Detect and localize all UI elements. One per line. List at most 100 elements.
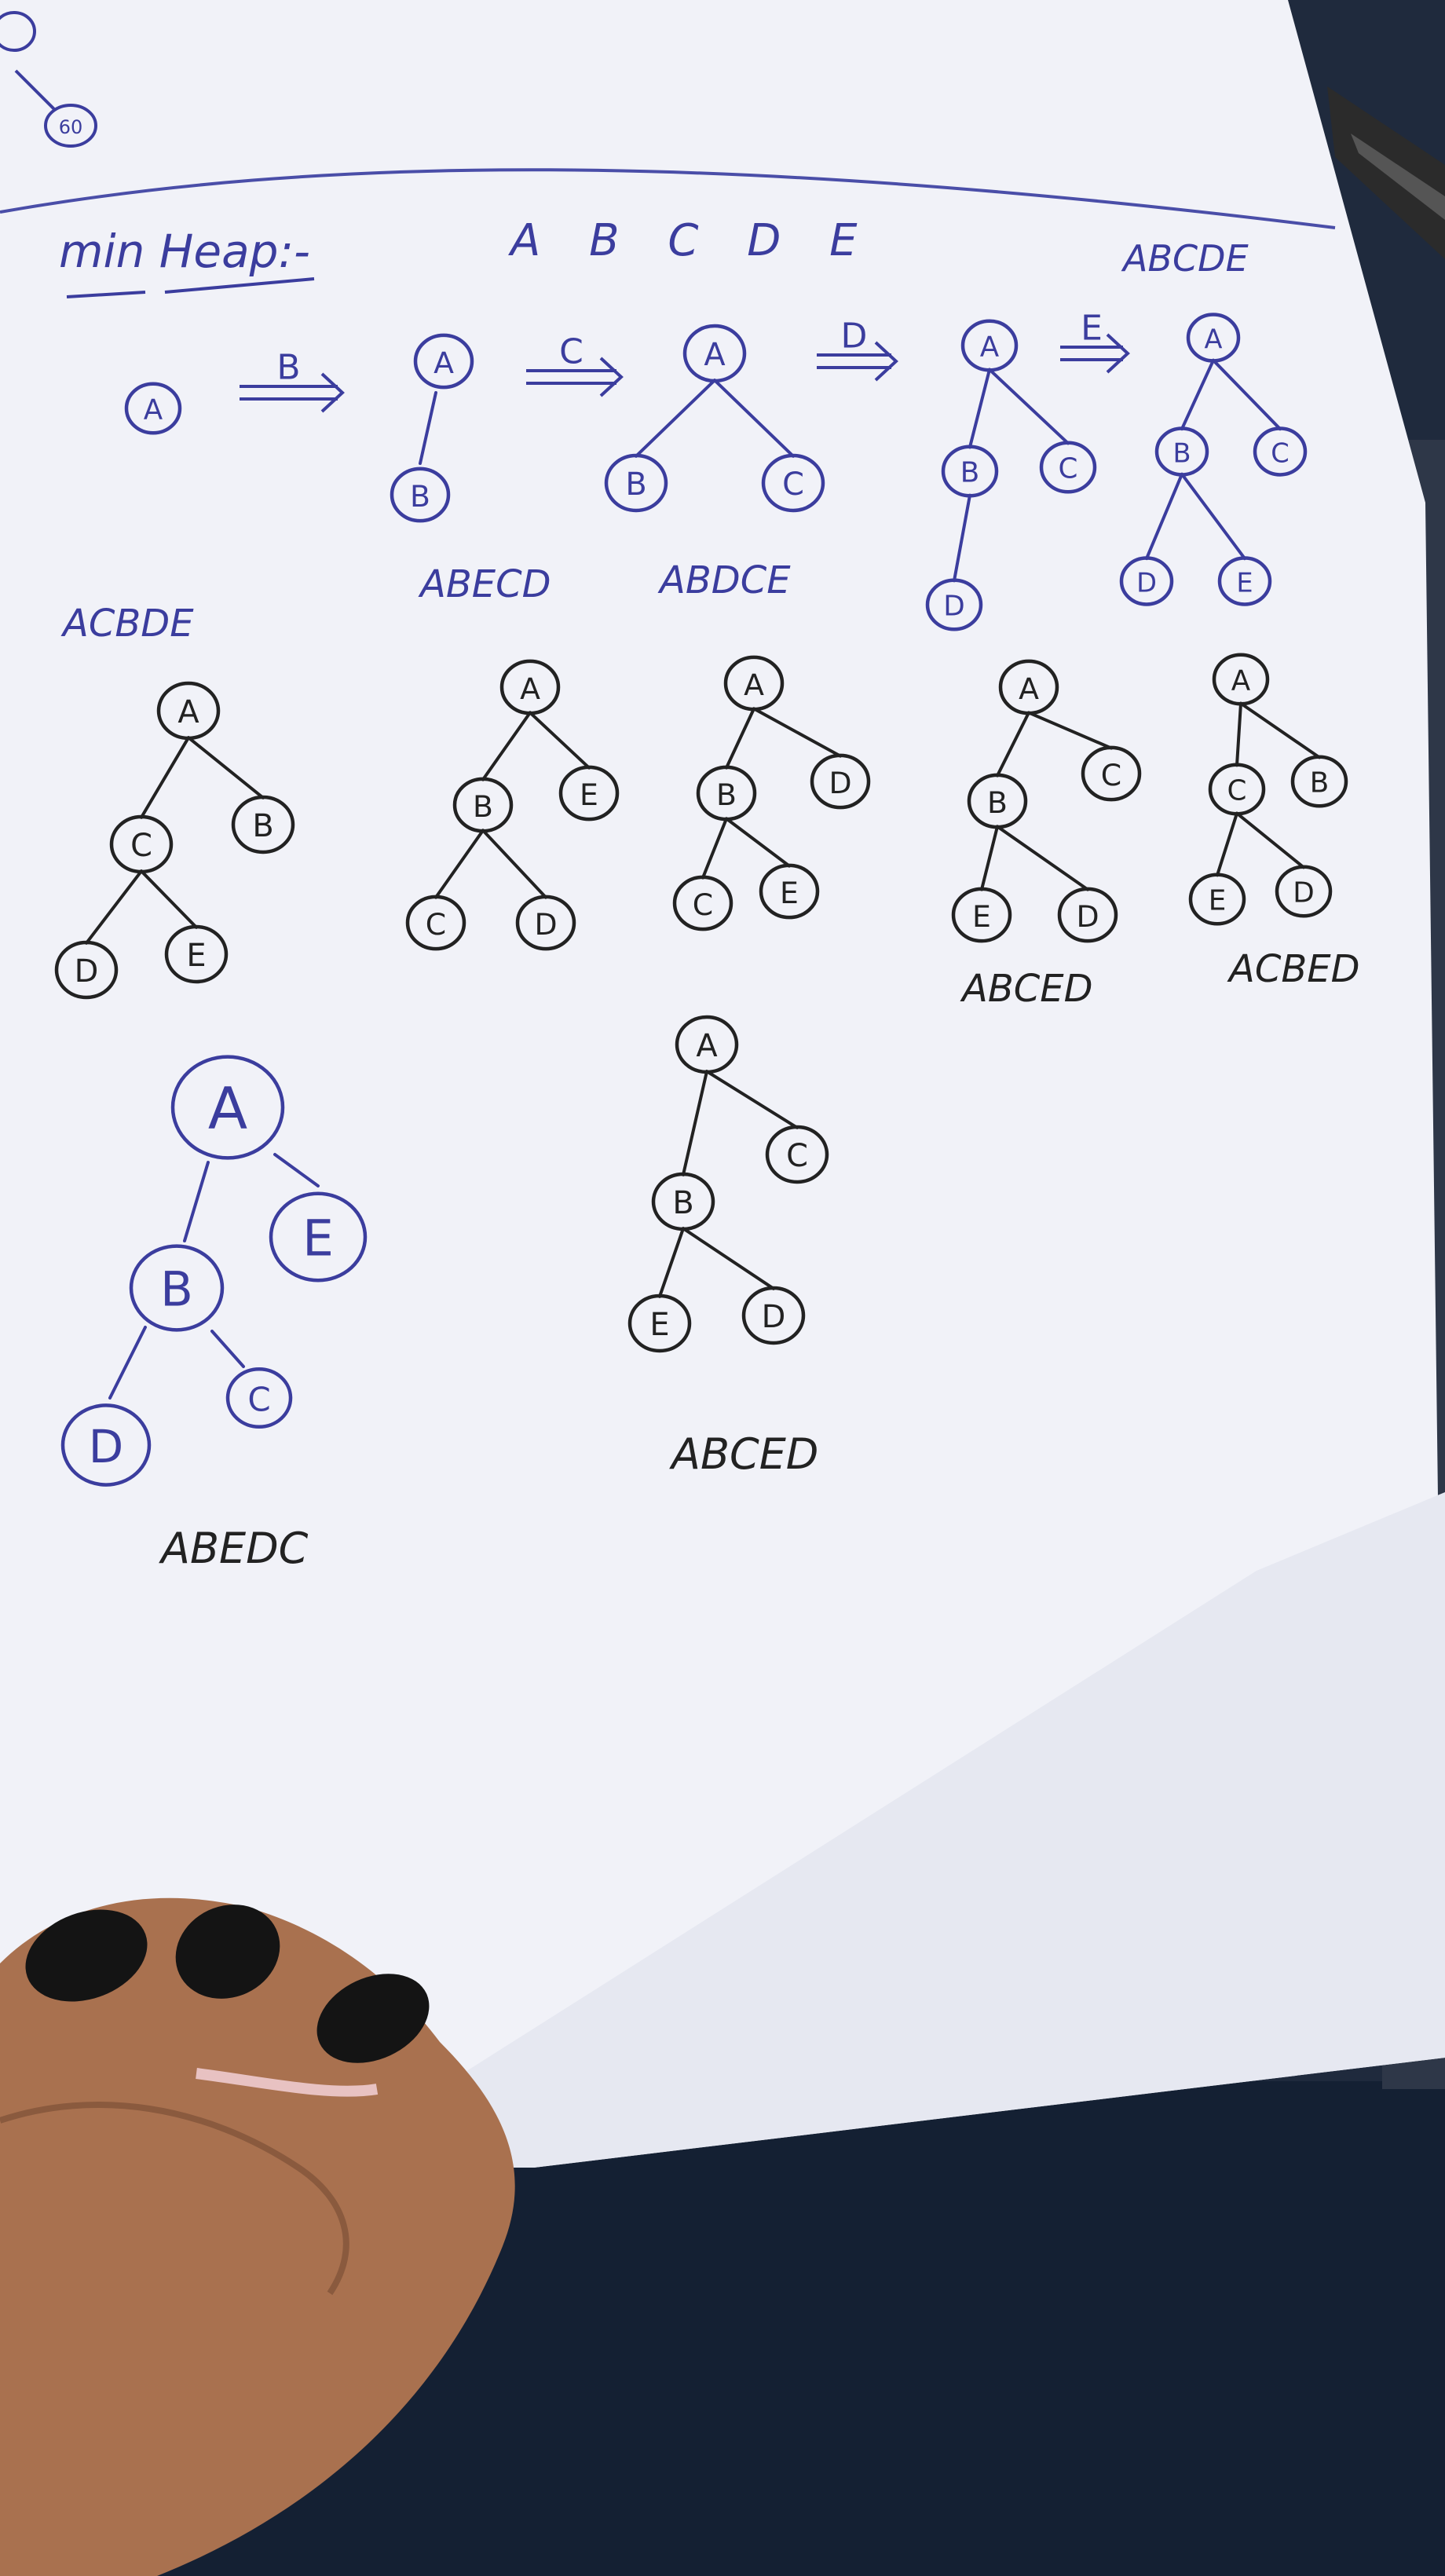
- var7-node-2: C: [765, 1125, 829, 1184]
- var7-edge-1: [682, 1070, 708, 1176]
- var2-edge-3: [434, 829, 485, 899]
- row2-label-1: ACBDE: [60, 602, 194, 646]
- var4-node-3-circle: [951, 887, 1012, 943]
- var3-edge-3: [701, 817, 728, 880]
- var3-node-0: A: [723, 655, 785, 712]
- var7-edge-2: [705, 1070, 799, 1129]
- arrow-insert-1: B: [240, 348, 345, 413]
- var2-node-0: A: [499, 659, 561, 715]
- row2-label-2: ABECD: [418, 562, 551, 606]
- var3-node-2-label: D: [829, 766, 851, 800]
- var7-edge-3: [658, 1227, 685, 1298]
- var3-node-3-circle: [672, 875, 733, 931]
- paper-sheet: [0, 0, 1445, 2168]
- var6-node-4-label: C: [247, 1381, 270, 1419]
- step5-node-2-label: C: [1271, 438, 1289, 469]
- var5-node-0: A: [1212, 653, 1270, 706]
- var5-node-3-circle: [1188, 873, 1246, 926]
- var1-node-0-circle: [156, 681, 221, 741]
- var5-node-1: C: [1208, 763, 1266, 816]
- var4-node-2-label: C: [1101, 758, 1121, 792]
- var4-node-0-label: A: [1019, 671, 1039, 706]
- step5-node-3-circle: [1119, 556, 1174, 606]
- var3-node-4-label: E: [780, 876, 799, 910]
- var7-node-3: E: [627, 1293, 692, 1353]
- var1-node-0-label: A: [177, 694, 199, 730]
- arrow-insert-3-head: [874, 341, 898, 382]
- step4-edge-1: [968, 368, 991, 449]
- step5-node-4-label: E: [1236, 568, 1253, 598]
- step5-node-4: E: [1217, 556, 1272, 606]
- var6-root-node-0-label: A: [208, 1076, 247, 1143]
- arrow-insert-2-head: [599, 357, 624, 397]
- var2-node-0-label: A: [520, 671, 540, 706]
- var5-node-1-circle: [1208, 763, 1266, 816]
- var6-edge-2: [273, 1153, 320, 1187]
- var4-node-1: B: [967, 773, 1028, 829]
- var2-node-2: E: [558, 765, 620, 821]
- var5-node-2: B: [1290, 755, 1348, 808]
- arrow-insert-3: D: [817, 317, 898, 382]
- var3-node-3-label: C: [693, 887, 713, 922]
- var6-node-3: D: [60, 1403, 152, 1487]
- step5-node-3-label: D: [1136, 568, 1157, 598]
- var2-node-1: B: [452, 777, 514, 833]
- step4-node-0: A: [960, 319, 1019, 372]
- var1-node-1-circle: [109, 814, 174, 874]
- var7-node-2-circle: [765, 1125, 829, 1184]
- pen: [1327, 86, 1445, 259]
- step1-node-0: A: [124, 382, 182, 435]
- var5-edge-3: [1216, 811, 1238, 877]
- var1-node-1-label: C: [130, 828, 152, 864]
- step4-node-2: C: [1039, 441, 1097, 494]
- arrow-insert-1-label: B: [276, 348, 300, 388]
- var6-root-node-0: A: [170, 1055, 285, 1160]
- var2-node-3: C: [405, 895, 466, 951]
- step3-node-1-label: B: [625, 467, 646, 503]
- step5-edge-4: [1180, 472, 1246, 561]
- step3-node-2: C: [761, 453, 825, 513]
- var5-node-0-label: A: [1231, 665, 1251, 697]
- var3-edge-4: [725, 817, 791, 868]
- var2-node-1-circle: [452, 777, 514, 833]
- var2-node-2-circle: [558, 765, 620, 821]
- arrow-insert-1-head: [320, 372, 345, 413]
- var6-label: ABEDC: [159, 1524, 309, 1573]
- step5-node-4-circle: [1217, 556, 1272, 606]
- var5-edge-1: [1235, 701, 1242, 767]
- step3-node-0-circle: [682, 324, 747, 383]
- var7-node-4-label: D: [762, 1299, 786, 1335]
- var3-edge-1: [725, 707, 755, 770]
- step4-node-2-circle: [1039, 441, 1097, 494]
- var1-node-2: B: [231, 795, 295, 854]
- step3-node-0: A: [682, 324, 747, 383]
- var3-node-1-label: B: [716, 778, 737, 812]
- var7-label: ABCED: [669, 1429, 818, 1479]
- var6-node-2-circle: [269, 1191, 368, 1283]
- step5-node-2-circle: [1253, 426, 1308, 477]
- var7-node-1-circle: [651, 1172, 715, 1231]
- var2-node-4-label: D: [534, 907, 557, 942]
- var7-node-3-circle: [627, 1293, 692, 1353]
- arrow-insert-4-label: E: [1081, 309, 1103, 349]
- var5-node-3: E: [1188, 873, 1246, 926]
- var4-node-1-label: B: [987, 785, 1008, 820]
- var1-node-4-label: E: [186, 938, 206, 974]
- var4-node-4-label: D: [1076, 899, 1099, 934]
- var3-node-4-circle: [759, 863, 820, 920]
- step3-node-2-label: C: [782, 467, 804, 503]
- var5-edge-4: [1235, 811, 1305, 869]
- step5-node-1-label: B: [1172, 438, 1191, 469]
- var1-node-3-circle: [54, 940, 119, 1000]
- var5-node-4-label: D: [1293, 877, 1314, 909]
- step5-edge-3: [1145, 472, 1183, 561]
- step3-edge-2: [713, 379, 795, 458]
- var7-node-0-circle: [675, 1015, 739, 1074]
- step2-node-1-label: B: [410, 479, 430, 514]
- var2-edge-2: [529, 711, 591, 770]
- var4-node-0: A: [998, 659, 1059, 715]
- step1-node-0-label: A: [144, 394, 163, 426]
- var2-node-4: D: [515, 895, 576, 951]
- step2a-node-0: A: [413, 333, 474, 390]
